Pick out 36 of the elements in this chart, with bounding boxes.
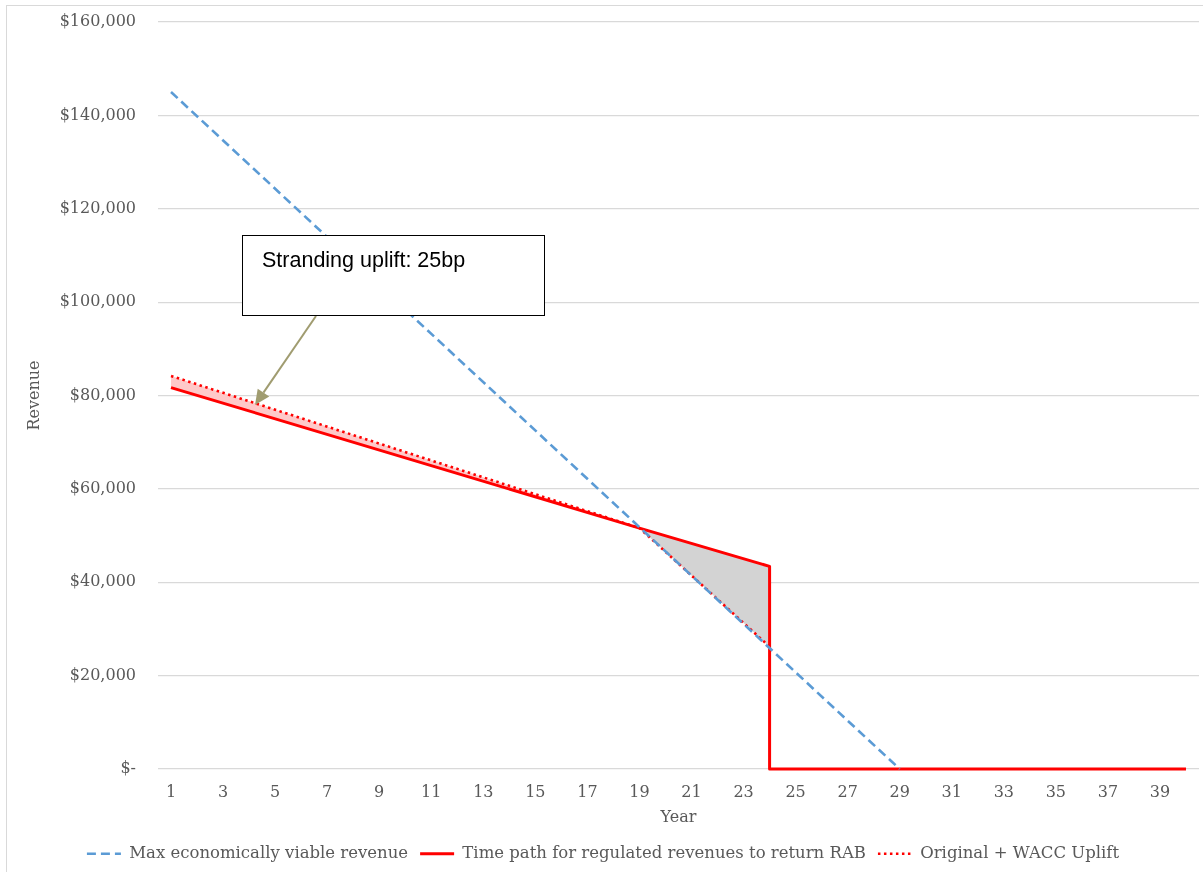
x-tick-label: 15: [525, 781, 546, 801]
y-tick-label: $20,000: [69, 664, 136, 684]
x-tick-label: 23: [733, 781, 754, 801]
x-tick-label: 9: [374, 781, 385, 801]
x-tick-label: 29: [889, 781, 910, 801]
legend-label: Original + WACC Uplift: [920, 843, 1120, 863]
x-tick-label: 1: [165, 781, 177, 801]
legend-label: Time path for regulated revenues to return RAB: [462, 843, 866, 863]
x-tick-label: 17: [577, 781, 598, 801]
y-tick-label: $120,000: [59, 197, 136, 217]
legend-label: Max economically viable revenue: [129, 843, 409, 863]
x-tick-label: 19: [629, 781, 650, 801]
x-tick-label: 5: [270, 781, 281, 801]
x-tick-label: 13: [473, 781, 494, 801]
y-tick-label: $140,000: [59, 104, 136, 124]
x-tick-label: 25: [785, 781, 806, 801]
x-tick-label: 35: [1045, 781, 1067, 801]
y-tick-label: $40,000: [69, 571, 136, 591]
x-tick-label: 31: [941, 781, 962, 801]
y-tick-label: $-: [120, 758, 136, 778]
x-tick-label: 11: [421, 781, 442, 801]
y-axis-title: Revenue: [23, 360, 43, 431]
y-tick-label: $160,000: [59, 11, 136, 31]
y-tick-label: $100,000: [59, 291, 136, 311]
x-tick-label: 39: [1149, 781, 1171, 801]
x-tick-label: 27: [837, 781, 858, 801]
y-tick-label: $80,000: [69, 384, 136, 404]
x-tick-label: 33: [993, 781, 1014, 801]
x-axis-title: Year: [659, 807, 697, 827]
y-tick-label: $60,000: [69, 478, 136, 498]
x-tick-label: 7: [322, 781, 333, 801]
x-tick-label: 21: [681, 781, 702, 801]
annotation: Stranding uplift: 25bp: [262, 248, 466, 272]
x-tick-label: 3: [217, 781, 229, 801]
x-tick-label: 37: [1097, 781, 1119, 801]
text-box: Stranding uplift: 25bp: [242, 235, 545, 316]
